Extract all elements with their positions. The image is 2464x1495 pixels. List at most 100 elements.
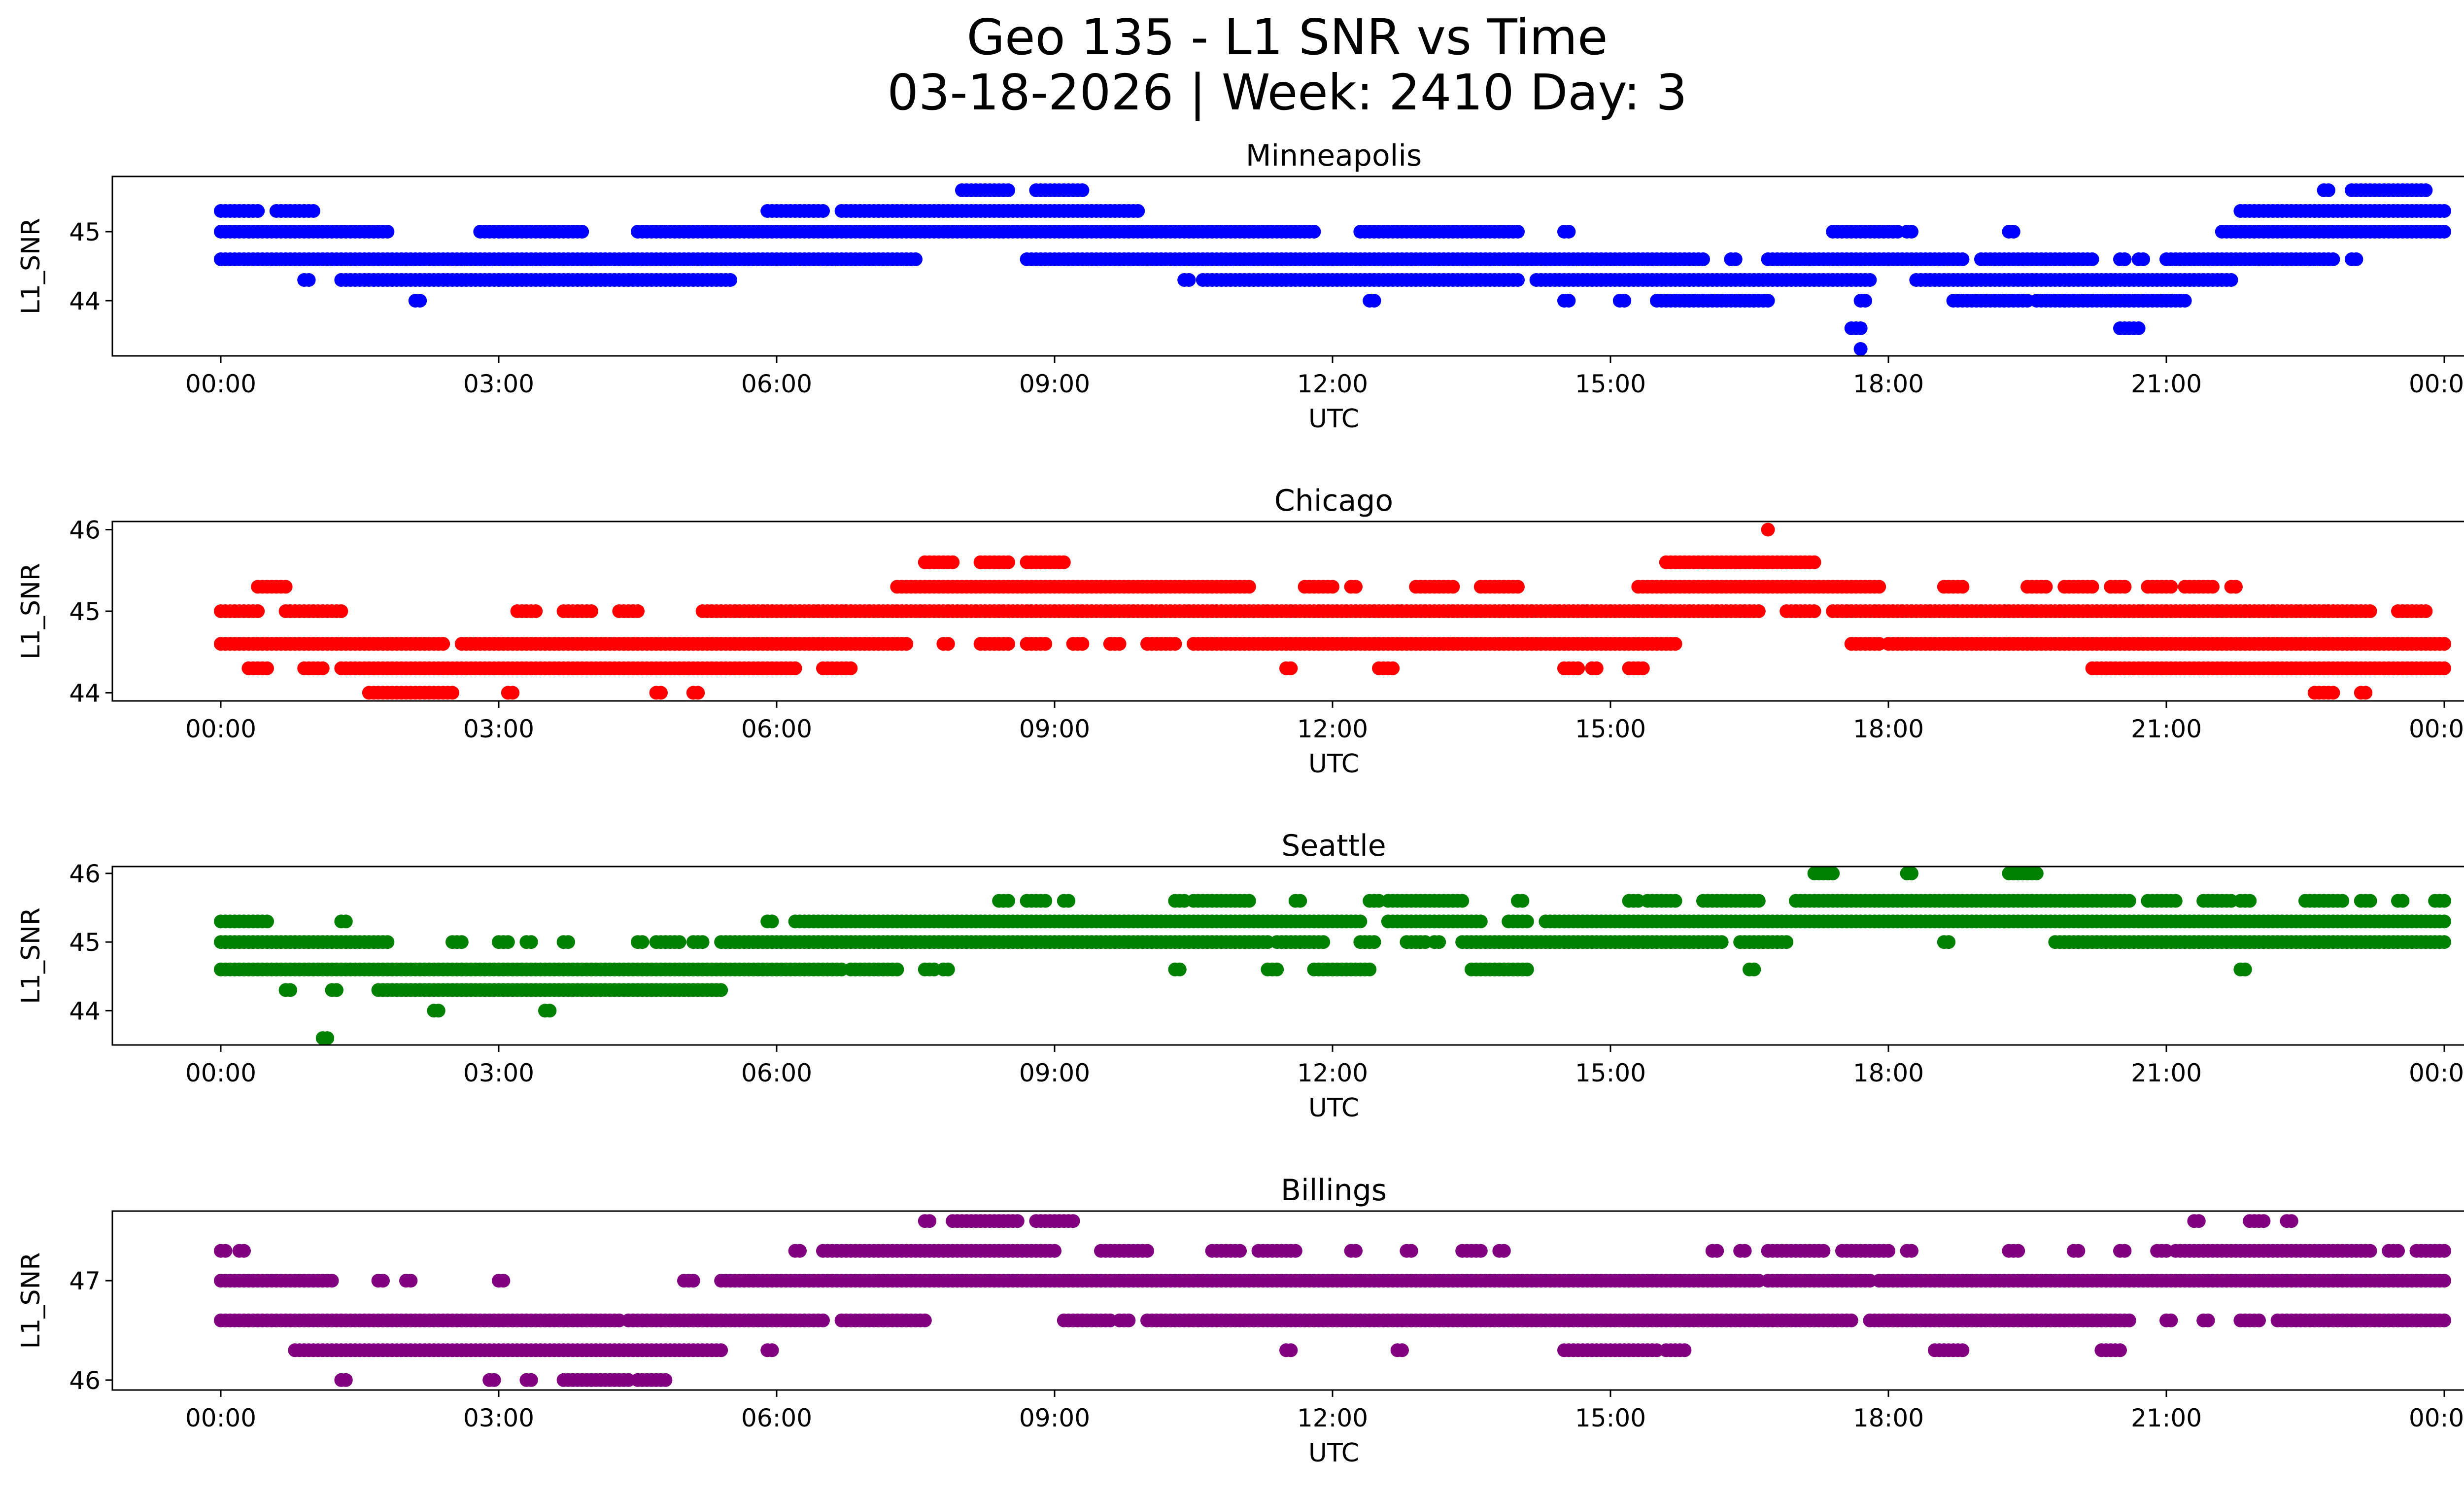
seattle-point — [2238, 962, 2252, 976]
chicago-y-tick-label: 45 — [69, 597, 101, 626]
chicago-point — [1038, 637, 1053, 651]
chicago-point — [1807, 555, 1821, 569]
billings-point — [1905, 1244, 1918, 1258]
seattle-point — [2335, 894, 2350, 908]
seattle-point — [1001, 894, 1015, 908]
minneapolis-points — [214, 183, 2451, 356]
seattle-point — [2396, 894, 2410, 908]
billings-point — [2011, 1244, 2025, 1258]
chicago-point — [1668, 637, 1682, 651]
seattle-point — [672, 935, 686, 949]
chicago-point — [1446, 580, 1460, 594]
seattle-point — [524, 935, 538, 949]
minneapolis-point — [2006, 225, 2020, 239]
seattle-point — [1353, 914, 1368, 929]
chicago-point — [445, 686, 459, 700]
seattle-point — [1826, 867, 1840, 880]
chicago-point — [1057, 555, 1071, 569]
minneapolis-x-tick-label: 00:00 — [2409, 370, 2464, 398]
billings-point — [1140, 1244, 1154, 1258]
chicago-point — [584, 604, 598, 618]
minneapolis-point — [909, 252, 923, 266]
minneapolis-x-tick-label: 09:00 — [1019, 370, 1090, 398]
minneapolis-point — [1511, 225, 1525, 239]
chicago-point — [2437, 661, 2451, 675]
chicago-point — [2326, 686, 2340, 700]
minneapolis-point — [1863, 273, 1877, 287]
minneapolis-y-tick-label: 44 — [69, 287, 101, 315]
seattle-x-axis-label: UTC — [1308, 1093, 1359, 1123]
minneapolis-point — [1511, 273, 1525, 287]
chicago-point — [1511, 580, 1525, 594]
seattle-point — [941, 962, 955, 976]
chicago-point — [1112, 637, 1127, 651]
minneapolis-point — [1182, 273, 1196, 287]
chicago-x-axis-label: UTC — [1308, 749, 1359, 779]
billings-point — [918, 1313, 932, 1327]
minneapolis-x-tick-label: 00:00 — [185, 370, 256, 398]
seattle-point — [431, 1004, 445, 1018]
billings-point — [1497, 1244, 1511, 1258]
seattle-point — [635, 935, 650, 949]
seattle-x-tick-label: 03:00 — [463, 1059, 534, 1087]
seattle-y-axis-label: L1_SNR — [16, 907, 46, 1004]
minneapolis-point — [2326, 252, 2340, 266]
billings-point — [1288, 1244, 1302, 1258]
billings-point — [218, 1244, 233, 1258]
minneapolis-point — [1617, 294, 1632, 308]
chicago-y-tick-label: 44 — [69, 679, 101, 707]
chicago-point — [788, 661, 802, 675]
chicago-x-tick-label: 09:00 — [1019, 715, 1090, 743]
chicago-point — [1386, 661, 1400, 675]
chicago-point — [1075, 637, 1090, 651]
seattle-y-tick-label: 46 — [69, 860, 101, 888]
chicago-point — [1807, 604, 1821, 618]
seattle-point — [1455, 894, 1470, 908]
chicago-point — [436, 637, 450, 651]
seattle-point — [1473, 914, 1488, 929]
chicago-title: Chicago — [1274, 484, 1393, 518]
billings-point — [325, 1274, 339, 1288]
billings-point — [2164, 1313, 2178, 1327]
minneapolis-axes-frame — [111, 175, 2464, 357]
billings-point — [2391, 1244, 2405, 1258]
billings-point — [1349, 1244, 1363, 1258]
figure-title-line1: Geo 135 - L1 SNR vs Time — [967, 8, 1608, 66]
seattle-point — [561, 935, 575, 949]
minneapolis-point — [1696, 252, 1710, 266]
chicago-point — [1636, 661, 1650, 675]
minneapolis-point — [2136, 252, 2150, 266]
billings-point — [1048, 1244, 1061, 1258]
seattle-x-tick-label: 12:00 — [1297, 1059, 1368, 1087]
minneapolis-point — [1367, 294, 1381, 308]
minneapolis-point — [1761, 294, 1775, 308]
seattle-point — [765, 914, 779, 929]
minneapolis-point — [723, 273, 737, 287]
chicago-point — [1872, 580, 1886, 594]
seattle-point — [339, 914, 353, 929]
chicago-point — [506, 686, 520, 700]
chicago-point — [1751, 604, 1766, 618]
seattle-axes-frame — [111, 866, 2464, 1046]
seattle-point — [454, 935, 469, 949]
seattle-point — [1172, 962, 1187, 976]
chicago-points — [214, 522, 2451, 700]
seattle-point — [1714, 935, 1729, 949]
seattle-point — [1520, 962, 1534, 976]
seattle-x-tick-label: 00:00 — [185, 1059, 256, 1087]
minneapolis-x-tick-label: 21:00 — [2131, 370, 2202, 398]
seattle-point — [2122, 894, 2136, 908]
billings-point — [2118, 1244, 2132, 1258]
seattle-point — [283, 983, 297, 997]
seattle-point — [1520, 914, 1534, 929]
billings-point — [816, 1313, 830, 1327]
chicago-point — [946, 555, 960, 569]
seattle-point — [1780, 935, 1794, 949]
seattle-y-tick-label: 44 — [69, 997, 101, 1025]
minneapolis-point — [1853, 342, 1868, 356]
billings-point — [1473, 1244, 1488, 1258]
seattle-point — [543, 1004, 557, 1018]
chicago-x-tick-label: 06:00 — [741, 715, 812, 743]
